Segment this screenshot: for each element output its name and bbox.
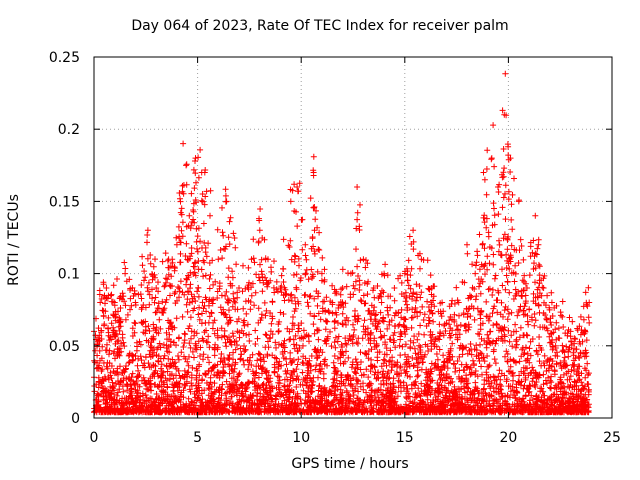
- x-axis-ticks: 0 5 10 15 20 25: [90, 57, 621, 446]
- y-tick-label: 0.2: [58, 122, 80, 138]
- y-tick-label: 0.15: [49, 194, 80, 210]
- x-tick-label: 5: [193, 430, 202, 446]
- plot-border: [93, 56, 613, 419]
- x-tick-label: 0: [90, 430, 99, 446]
- y-tick-label: 0: [71, 411, 80, 427]
- x-tick-label: 15: [396, 430, 414, 446]
- plot-frame: [93, 56, 613, 419]
- x-tick-label: 25: [603, 430, 621, 446]
- y-axis-ticks: 0 0.05 0.1 0.15 0.2 0.25: [49, 50, 612, 427]
- y-tick-label: 0.25: [49, 50, 80, 66]
- x-axis-label: GPS time / hours: [291, 456, 409, 472]
- x-tick-label: 20: [499, 430, 517, 446]
- chart-title: Day 064 of 2023, Rate Of TEC Index for r…: [131, 18, 509, 34]
- data-points: [91, 70, 593, 416]
- y-tick-label: 0.05: [49, 339, 80, 355]
- x-tick-label: 10: [292, 430, 310, 446]
- y-tick-label: 0.1: [58, 267, 80, 283]
- data-point-markers: [91, 70, 593, 416]
- y-axis-label: ROTI / TECUs: [6, 194, 22, 286]
